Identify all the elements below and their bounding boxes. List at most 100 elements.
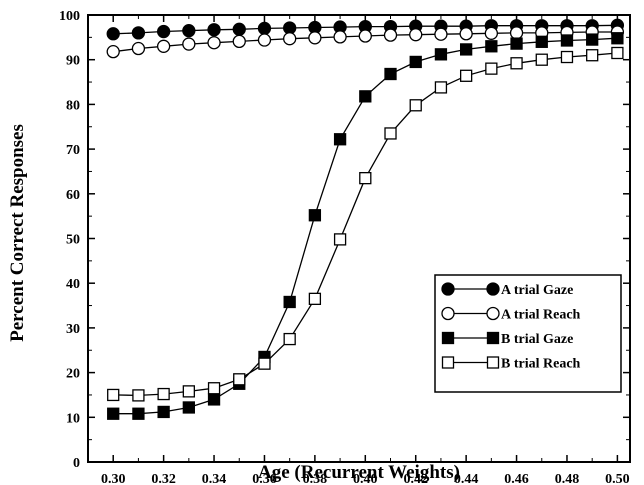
x-tick-label: 0.42 — [403, 472, 428, 485]
data-point — [485, 62, 498, 75]
data-point — [358, 29, 372, 43]
data-point — [611, 32, 624, 45]
data-point — [283, 295, 296, 309]
data-point — [434, 81, 448, 94]
data-point — [510, 37, 523, 50]
data-point — [233, 373, 246, 386]
data-point — [182, 23, 196, 38]
y-tick-label: 0 — [73, 456, 80, 471]
data-point — [359, 90, 372, 103]
legend-label: B trial Gaze — [501, 332, 573, 347]
data-point — [560, 34, 574, 47]
legend-marker — [441, 282, 455, 296]
data-point — [611, 46, 624, 60]
series-layer — [106, 18, 625, 420]
legend-marker — [486, 282, 500, 296]
data-point — [308, 31, 322, 45]
data-point — [132, 389, 145, 402]
data-point — [257, 33, 272, 47]
data-point — [182, 385, 195, 398]
data-point — [157, 387, 170, 401]
data-point — [207, 23, 221, 37]
x-tick-label: 0.34 — [202, 472, 227, 485]
y-tick-label: 20 — [66, 367, 80, 382]
legend-marker — [441, 331, 455, 345]
x-tick-label: 0.46 — [504, 472, 529, 485]
data-point — [586, 33, 599, 46]
data-point — [182, 401, 195, 414]
data-point — [459, 27, 473, 41]
legend-box — [434, 274, 622, 393]
data-point — [409, 99, 422, 112]
data-point — [283, 32, 297, 46]
data-point — [106, 27, 120, 41]
data-point — [283, 332, 296, 346]
data-point — [383, 28, 398, 42]
data-point — [333, 30, 347, 44]
legend-marker — [486, 356, 500, 369]
plot-frame — [87, 14, 631, 463]
data-point — [107, 388, 120, 402]
data-point — [535, 35, 548, 48]
legend-marker — [486, 331, 500, 345]
data-point — [232, 34, 246, 49]
data-point — [132, 407, 145, 420]
data-point — [459, 69, 473, 82]
x-tick-label: 0.32 — [151, 472, 176, 485]
data-point — [207, 36, 221, 50]
data-point — [434, 48, 448, 61]
data-point — [560, 50, 574, 64]
data-point — [509, 26, 524, 40]
data-point — [484, 26, 498, 40]
legend: A trial Gaze A trial Reach B trial Gaze B t… — [434, 274, 622, 393]
x-tick-label: 0.48 — [555, 472, 580, 485]
data-point — [485, 40, 498, 53]
y-tick-label: 10 — [66, 411, 80, 426]
data-point — [131, 41, 146, 56]
data-point — [107, 407, 120, 420]
x-axis-title: Age (Recurrent Weights) — [258, 462, 460, 483]
y-tick-label: 90 — [66, 54, 80, 69]
x-tick-label: 0.40 — [353, 472, 378, 485]
data-point — [156, 39, 171, 53]
data-point — [333, 233, 347, 246]
legend-marker — [486, 306, 500, 321]
y-tick-label: 30 — [66, 322, 80, 337]
data-point — [257, 21, 272, 36]
y-tick-label: 100 — [59, 9, 80, 24]
legend-item: A trial Reach — [441, 306, 581, 323]
data-point — [157, 405, 170, 419]
x-tick-label: 0.44 — [454, 472, 479, 485]
data-point — [384, 127, 397, 140]
data-point — [409, 28, 423, 42]
y-axis-title: Percent Correct Responses — [7, 124, 28, 342]
legend-label: A trial Reach — [501, 308, 581, 323]
y-tick-label: 60 — [66, 188, 80, 203]
y-tick-label: 40 — [66, 277, 80, 292]
data-point — [384, 67, 397, 81]
y-tick-label: 80 — [66, 98, 80, 113]
data-point — [131, 26, 146, 40]
legend-item: B trial Reach — [441, 356, 581, 372]
legend-label: A trial Gaze — [501, 283, 573, 298]
data-point — [434, 27, 448, 41]
legend-item: B trial Gaze — [441, 331, 573, 347]
data-point — [106, 45, 120, 59]
series-b-trial-reach — [107, 46, 624, 402]
x-tick-label: 0.30 — [101, 472, 126, 485]
data-point — [409, 55, 422, 69]
data-point — [258, 357, 271, 370]
legend-marker — [441, 356, 455, 369]
data-point — [586, 49, 599, 62]
series-b-trial-gaze — [107, 32, 624, 420]
data-point — [333, 133, 347, 146]
y-tick-label: 70 — [66, 143, 80, 158]
data-point — [359, 172, 372, 185]
data-point — [459, 43, 473, 56]
data-point — [510, 57, 523, 70]
y-tick-label: 50 — [66, 233, 80, 248]
data-point — [308, 209, 322, 222]
legend-marker — [441, 306, 455, 321]
x-tick-label: 0.36 — [252, 472, 277, 485]
